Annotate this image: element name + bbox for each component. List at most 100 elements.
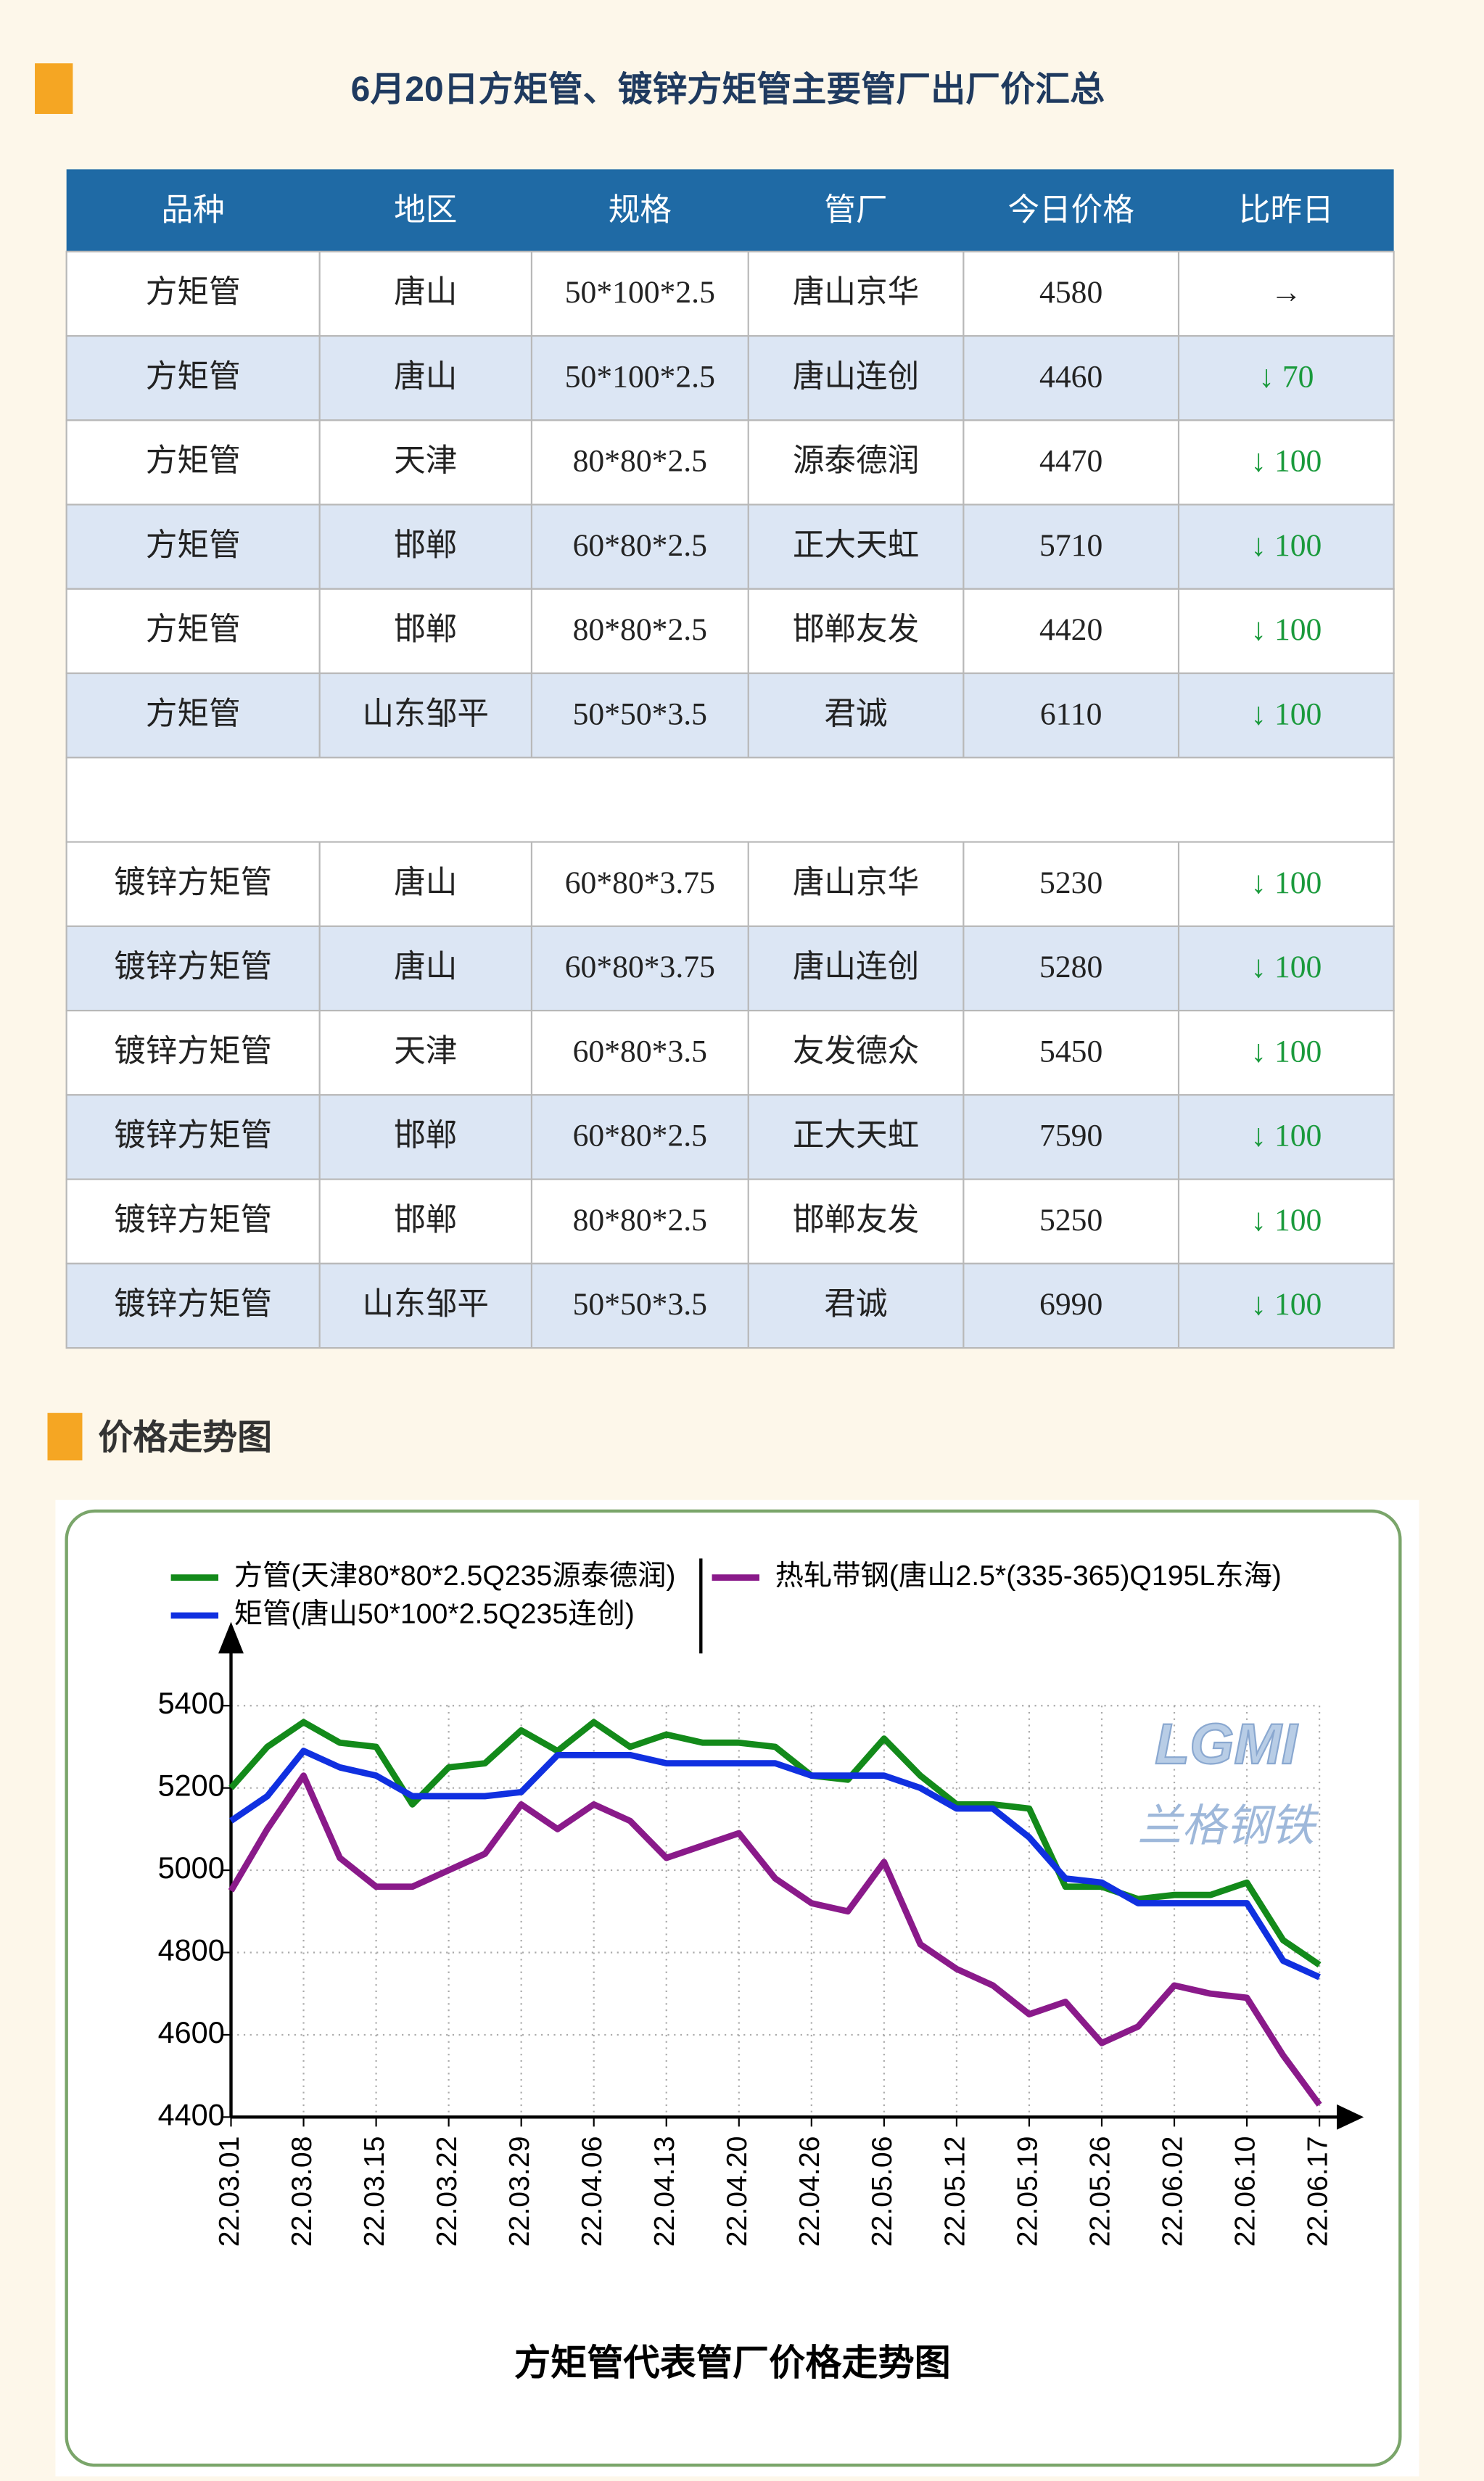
- table-cell: 唐山连创: [793, 950, 919, 984]
- column-header: 管厂: [824, 193, 887, 228]
- table-cell: 唐山连创: [793, 359, 919, 394]
- x-tick-label: 22.04.26: [793, 2136, 825, 2247]
- section-title: 价格走势图: [98, 1418, 272, 1457]
- chart-frame: [65, 1509, 1402, 2467]
- table-cell: 50*50*3.5: [573, 696, 707, 731]
- table-row: [65, 250, 1395, 337]
- logo: LGMI: [1155, 1712, 1298, 1776]
- table-cell: 4470: [1039, 444, 1102, 479]
- table-row: [65, 334, 1395, 421]
- table-cell: 邯郸: [394, 528, 457, 563]
- page-title: 6月20日方矩管、镀锌方矩管主要管厂出厂价汇总: [351, 70, 1105, 109]
- table-cell: 4580: [1039, 275, 1102, 310]
- table-cell: 方矩管: [146, 275, 241, 310]
- x-tick-label: 22.03.08: [286, 2136, 318, 2247]
- y-tick-label: 5000: [158, 1851, 225, 1885]
- table-cell: 正大天虹: [793, 1119, 919, 1153]
- x-tick-label: 22.03.15: [358, 2136, 390, 2247]
- table-cell: 邯郸友发: [793, 612, 919, 647]
- table-cell: ↓ 100: [1250, 1203, 1322, 1238]
- table-cell: 60*80*2.5: [573, 1119, 707, 1153]
- table-cell: 邯郸友发: [793, 1203, 919, 1238]
- legend-label: 热轧带钢(唐山2.5*(335-365)Q195L东海): [775, 1560, 1282, 1592]
- table-cell: 5450: [1039, 1034, 1102, 1069]
- table-cell: 镀锌方矩管: [114, 950, 272, 984]
- table-cell: 正大天虹: [793, 528, 919, 563]
- y-axis-arrow: [218, 1621, 244, 1654]
- x-tick-label: 22.05.19: [1011, 2136, 1043, 2247]
- table-cell: 50*50*3.5: [573, 1287, 707, 1322]
- table-cell: 源泰德润: [793, 444, 919, 479]
- table-cell: 君诚: [824, 1287, 887, 1322]
- table-cell: 60*80*3.75: [565, 950, 715, 984]
- table-cell: 镀锌方矩管: [114, 865, 272, 900]
- table-cell: 80*80*2.5: [573, 444, 707, 479]
- table-cell: 山东邹平: [363, 1287, 489, 1322]
- x-tick-label: 22.05.26: [1084, 2136, 1116, 2247]
- column-header: 品种: [162, 193, 225, 228]
- table-cell: 镀锌方矩管: [114, 1203, 272, 1238]
- table-cell: 5230: [1039, 865, 1102, 900]
- table-cell: 方矩管: [146, 528, 241, 563]
- x-tick-label: 22.04.20: [721, 2136, 753, 2247]
- x-tick-label: 22.03.01: [213, 2136, 245, 2247]
- table-cell: 山东邹平: [363, 696, 489, 731]
- x-tick-label: 22.03.22: [431, 2136, 463, 2247]
- table-cell: ↓ 70: [1258, 359, 1314, 394]
- spacer-row: [65, 757, 1395, 843]
- series-line: [228, 1772, 1322, 2107]
- table-cell: 镀锌方矩管: [114, 1034, 272, 1069]
- y-tick-label: 5200: [158, 1769, 225, 1803]
- table-cell: 天津: [394, 444, 457, 479]
- table-cell: 天津: [394, 1034, 457, 1069]
- y-tick-label: 5400: [158, 1686, 225, 1720]
- table-cell: 友发德众: [793, 1034, 919, 1069]
- legend-label: 矩管(唐山50*100*2.5Q235连创): [234, 1597, 635, 1629]
- table-cell: 4420: [1039, 612, 1102, 647]
- table-cell: 镀锌方矩管: [114, 1119, 272, 1153]
- x-tick-label: 22.06.02: [1156, 2136, 1188, 2247]
- table-cell: 6110: [1040, 696, 1102, 731]
- table-cell: 邯郸: [394, 612, 457, 647]
- table-cell: 邯郸: [394, 1203, 457, 1238]
- series-line: [229, 1748, 1321, 1980]
- table-cell: 镀锌方矩管: [114, 1287, 272, 1322]
- table-cell: ↓ 100: [1250, 1287, 1322, 1322]
- table-row: [65, 1094, 1395, 1180]
- table-cell: ↓ 100: [1250, 1119, 1322, 1153]
- table-cell: ↓ 100: [1250, 444, 1322, 479]
- series-line: [228, 1719, 1322, 1968]
- table-cell: 5280: [1039, 950, 1102, 984]
- table-row: [65, 503, 1395, 590]
- table-cell: 唐山京华: [793, 865, 919, 900]
- x-tick-label: 22.05.12: [939, 2136, 970, 2247]
- y-tick-label: 4400: [158, 2097, 225, 2131]
- x-axis-arrow: [1337, 2104, 1364, 2130]
- table-cell: ↓ 100: [1250, 696, 1322, 731]
- x-tick-label: 22.05.06: [866, 2136, 898, 2247]
- table-cell: ↓ 100: [1250, 612, 1322, 647]
- table-row: [65, 841, 1395, 927]
- table-cell: 君诚: [824, 696, 887, 731]
- x-tick-label: 22.06.17: [1301, 2136, 1333, 2247]
- x-tick-label: 22.03.29: [503, 2136, 535, 2247]
- column-header: 规格: [609, 193, 672, 228]
- table-cell: 80*80*2.5: [573, 1203, 707, 1238]
- table-cell: 唐山: [394, 359, 457, 394]
- heading-marker: [47, 1412, 83, 1461]
- y-tick-label: 4600: [158, 2015, 225, 2049]
- chart: 4400 4600 4800 5000 5200 5400 22.03.01 22.03.08…: [158, 1558, 1364, 2383]
- table-cell: 方矩管: [146, 696, 241, 731]
- table-cell: 50*100*2.5: [565, 275, 715, 310]
- legend-label: 方管(天津80*80*2.5Q235源泰德润): [234, 1560, 676, 1592]
- column-header: 比昨日: [1239, 193, 1334, 228]
- table-cell: 60*80*2.5: [573, 528, 707, 563]
- table-cell: 6990: [1039, 1287, 1102, 1322]
- table-cell: 5250: [1039, 1203, 1102, 1238]
- table-cell: ↓ 100: [1250, 950, 1322, 984]
- table-cell: 60*80*3.75: [565, 865, 715, 900]
- table-row: [65, 925, 1395, 1012]
